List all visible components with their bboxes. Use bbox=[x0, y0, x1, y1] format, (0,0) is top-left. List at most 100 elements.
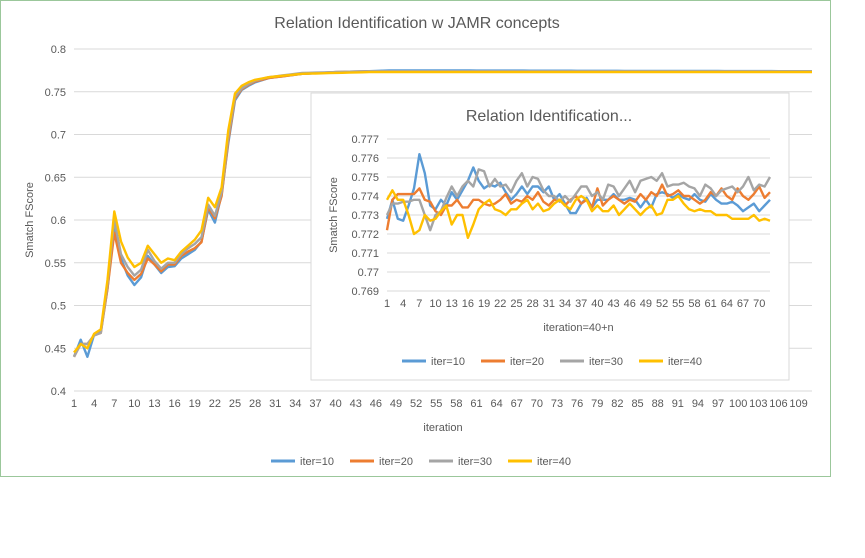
y-tick-label: 0.774 bbox=[351, 191, 379, 203]
x-tick-label: 49 bbox=[390, 398, 402, 410]
y-tick-label: 0.4 bbox=[51, 386, 66, 398]
legend-label: iter=30 bbox=[589, 356, 623, 368]
y-tick-label: 0.45 bbox=[45, 343, 66, 355]
x-tick-label: 70 bbox=[531, 398, 543, 410]
x-tick-label: 43 bbox=[607, 298, 619, 310]
y-axis-label: Smatch FScore bbox=[24, 182, 36, 258]
x-tick-label: 10 bbox=[128, 398, 140, 410]
x-tick-label: 64 bbox=[721, 298, 733, 310]
legend-label: iter=20 bbox=[379, 456, 413, 468]
x-tick-label: 100 bbox=[729, 398, 747, 410]
chart-area: 0.4 0.45 0.5 0.55 0.6 0.65 0.7 0.75 0.8 1 4 7 10 13 16… bbox=[0, 0, 831, 477]
legend-label: iter=30 bbox=[458, 456, 492, 468]
y-tick-label: 0.772 bbox=[351, 229, 379, 241]
y-axis-label: Smatch FScore bbox=[328, 177, 340, 253]
x-tick-label: 34 bbox=[559, 298, 571, 310]
x-tick-label: 52 bbox=[656, 298, 668, 310]
x-tick-label: 22 bbox=[209, 398, 221, 410]
x-tick-label: 7 bbox=[416, 298, 422, 310]
x-tick-label: 22 bbox=[494, 298, 506, 310]
legend-label: iter=10 bbox=[300, 456, 334, 468]
x-tick-label: 31 bbox=[543, 298, 555, 310]
x-tick-label: 103 bbox=[749, 398, 767, 410]
x-tick-label: 46 bbox=[370, 398, 382, 410]
x-tick-label: 4 bbox=[400, 298, 406, 310]
chart-title: Relation Identification... bbox=[466, 108, 632, 125]
x-tick-label: 76 bbox=[571, 398, 583, 410]
x-tick-label: 61 bbox=[470, 398, 482, 410]
x-tick-label: 1 bbox=[384, 298, 390, 310]
series-line-iter-30 bbox=[385, 168, 772, 232]
y-tick-label: 0.5 bbox=[51, 301, 66, 313]
y-tick-label: 0.775 bbox=[351, 172, 379, 184]
x-tick-label: 67 bbox=[511, 398, 523, 410]
x-tick-label: 7 bbox=[111, 398, 117, 410]
x-tick-label: 25 bbox=[510, 298, 522, 310]
x-tick-label: 88 bbox=[652, 398, 664, 410]
y-tick-label: 0.8 bbox=[51, 44, 66, 56]
x-tick-label: 67 bbox=[737, 298, 749, 310]
x-tick-label: 13 bbox=[446, 298, 458, 310]
series-line-iter-40 bbox=[385, 189, 771, 239]
x-tick-label: 28 bbox=[249, 398, 261, 410]
series-line-iter-40 bbox=[73, 70, 812, 354]
inset-chart: 0.769 0.77 0.771 0.772 0.773 0.774 0.775 0.776 0… bbox=[310, 92, 790, 381]
x-tick-label: 16 bbox=[462, 298, 474, 310]
x-tick-label: 34 bbox=[289, 398, 301, 410]
x-tick-label: 37 bbox=[309, 398, 321, 410]
y-tick-label: 0.776 bbox=[351, 153, 379, 165]
legend-label: iter=20 bbox=[510, 356, 544, 368]
x-tick-label: 37 bbox=[575, 298, 587, 310]
x-tick-label: 106 bbox=[769, 398, 787, 410]
x-tick-label: 55 bbox=[430, 398, 442, 410]
y-tick-label: 0.773 bbox=[351, 210, 379, 222]
y-tick-label: 0.7 bbox=[51, 130, 66, 142]
inset-chart-background bbox=[310, 92, 790, 381]
x-axis-label: iteration=40+n bbox=[543, 322, 613, 334]
x-tick-label: 4 bbox=[91, 398, 97, 410]
x-tick-label: 61 bbox=[705, 298, 717, 310]
x-tick-label: 73 bbox=[551, 398, 563, 410]
legend-label: iter=40 bbox=[668, 356, 702, 368]
x-tick-label: 1 bbox=[71, 398, 77, 410]
x-axis-label: iteration bbox=[423, 422, 462, 434]
y-tick-label: 0.6 bbox=[51, 215, 66, 227]
x-tick-label: 40 bbox=[330, 398, 342, 410]
x-tick-label: 82 bbox=[611, 398, 623, 410]
x-tick-label: 64 bbox=[491, 398, 503, 410]
x-tick-label: 94 bbox=[692, 398, 704, 410]
y-tick-label: 0.769 bbox=[351, 286, 379, 298]
y-tick-label: 0.75 bbox=[45, 87, 66, 99]
x-tick-label: 55 bbox=[672, 298, 684, 310]
legend-label: iter=40 bbox=[537, 456, 571, 468]
x-tick-label: 16 bbox=[169, 398, 181, 410]
x-tick-label: 19 bbox=[478, 298, 490, 310]
x-tick-label: 19 bbox=[189, 398, 201, 410]
x-tick-label: 79 bbox=[591, 398, 603, 410]
x-tick-label: 13 bbox=[148, 398, 160, 410]
y-tick-label: 0.77 bbox=[358, 267, 379, 279]
x-tick-label: 10 bbox=[429, 298, 441, 310]
x-tick-label: 46 bbox=[624, 298, 636, 310]
x-tick-label: 28 bbox=[527, 298, 539, 310]
x-tick-label: 97 bbox=[712, 398, 724, 410]
y-tick-label: 0.777 bbox=[351, 134, 379, 146]
x-tick-label: 49 bbox=[640, 298, 652, 310]
x-tick-label: 25 bbox=[229, 398, 241, 410]
x-tick-label: 43 bbox=[350, 398, 362, 410]
chart-svg: 0.40.450.50.550.60.650.70.750.81 4 7 10 13 16… bbox=[24, 15, 812, 468]
x-tick-label: 58 bbox=[450, 398, 462, 410]
x-tick-label: 91 bbox=[672, 398, 684, 410]
x-tick-label: 31 bbox=[269, 398, 281, 410]
chart-title: Relation Identification w JAMR concepts bbox=[274, 15, 559, 32]
legend-label: iter=10 bbox=[431, 356, 465, 368]
x-tick-label: 58 bbox=[688, 298, 700, 310]
y-tick-label: 0.771 bbox=[351, 248, 379, 260]
y-tick-label: 0.65 bbox=[45, 172, 66, 184]
x-tick-label: 109 bbox=[789, 398, 807, 410]
series-line-iter-20 bbox=[385, 183, 771, 231]
y-tick-label: 0.55 bbox=[45, 258, 66, 270]
x-tick-label: 85 bbox=[631, 398, 643, 410]
x-tick-label: 52 bbox=[410, 398, 422, 410]
x-tick-label: 40 bbox=[591, 298, 603, 310]
